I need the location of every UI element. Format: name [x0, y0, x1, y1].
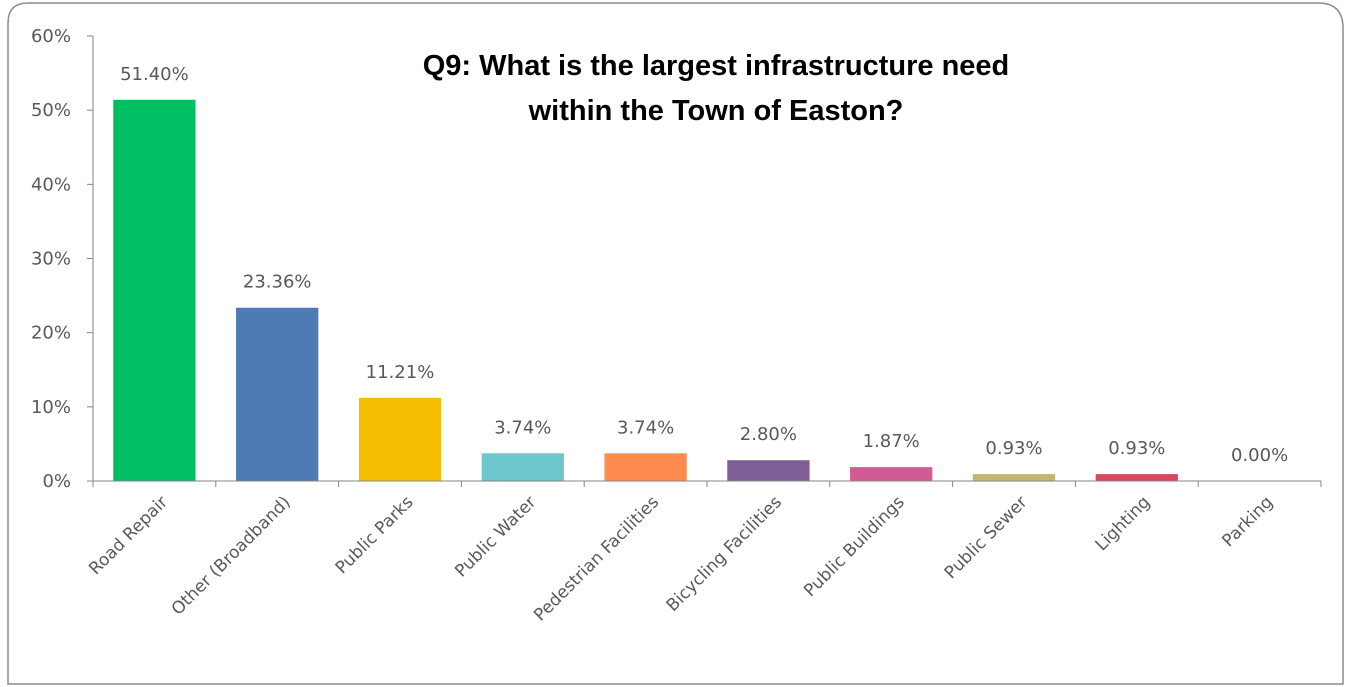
chart-title-line-1: Q9: What is the largest infrastructure n… — [423, 50, 1010, 82]
data-label: 3.74% — [617, 417, 674, 438]
data-label: 11.21% — [366, 362, 435, 383]
bar — [1095, 474, 1178, 481]
bar — [358, 397, 442, 481]
y-tick-label: 40% — [31, 174, 71, 195]
y-tick-label: 0% — [42, 471, 71, 492]
y-tick-label: 10% — [31, 397, 71, 418]
data-label: 0.93% — [1108, 438, 1165, 459]
y-axis: 0% 10% 20% 30% 40% 50% 60% — [31, 26, 94, 492]
y-tick-label: 50% — [31, 100, 71, 121]
data-label: 0.93% — [985, 438, 1042, 459]
data-label: 0.00% — [1231, 445, 1288, 466]
y-tick-label: 20% — [31, 323, 71, 344]
frame-border — [7, 2, 1344, 685]
bar — [727, 460, 810, 481]
y-tick-label: 60% — [31, 26, 71, 47]
bar — [113, 99, 196, 482]
y-tick-label: 30% — [31, 249, 71, 270]
data-labels: 51.40% 23.36% 11.21% 3.74% 3.74% 2.80% 1.87% 0.… — [120, 64, 1288, 466]
bar — [481, 453, 564, 481]
data-label: 23.36% — [243, 272, 312, 293]
bar — [850, 467, 933, 481]
chart-title: Q9: What is the largest infrastructure n… — [423, 50, 1010, 127]
data-label: 1.87% — [863, 431, 920, 452]
data-label: 2.80% — [740, 424, 797, 445]
chart-title-line-2: within the Town of Easton? — [528, 95, 904, 127]
bar — [604, 453, 687, 481]
data-label: 51.40% — [120, 64, 189, 85]
data-label: 3.74% — [494, 417, 551, 438]
bar-series — [113, 99, 1178, 482]
bar — [236, 307, 319, 481]
bar — [972, 474, 1056, 481]
